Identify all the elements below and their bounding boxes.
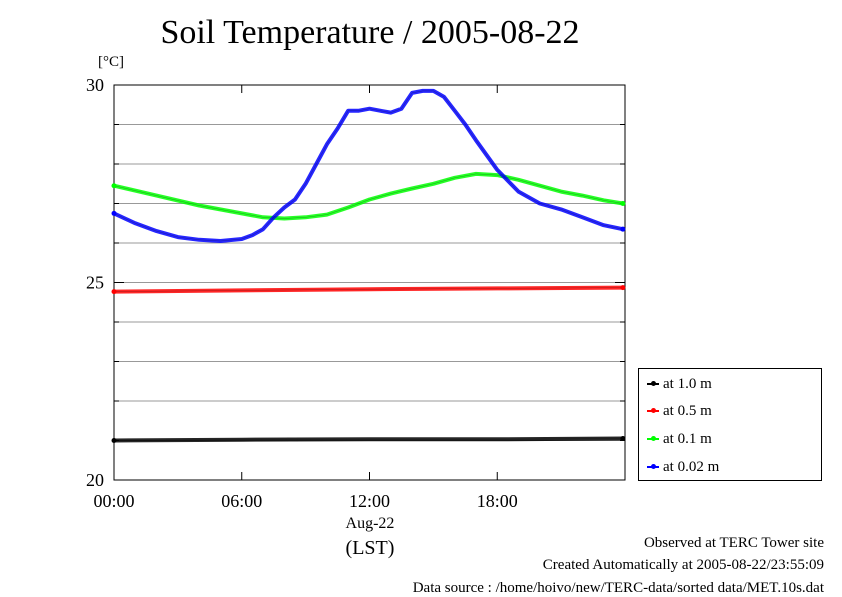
series-line-3 [112, 88, 625, 243]
series-outline-1 [113, 287, 623, 292]
chart-legend: at 1.0 m at 0.5 m at 0.1 m at 0.02 m [638, 368, 822, 481]
footer-source: Data source : /home/hoivo/new/TERC-data/… [412, 580, 824, 596]
legend-item-002m: at 0.02 m [647, 457, 719, 477]
series-outline-2 [113, 173, 623, 219]
legend-swatch-01m [647, 436, 659, 441]
footer-site: Observed at TERC Tower site [643, 535, 824, 551]
chart-title: Soil Temperature / 2005-08-22 [160, 14, 580, 51]
legend-item-05m: at 0.5 m [647, 401, 712, 421]
series-point-0 [111, 438, 117, 443]
legend-swatch-1m [647, 381, 659, 386]
y-tick-label: 20 [86, 470, 104, 490]
series-point-2 [620, 201, 626, 206]
series-point-1 [620, 285, 626, 291]
legend-item-01m: at 0.1 m [647, 429, 712, 449]
x-axis-date-label: Aug-22 [345, 515, 395, 532]
series-point-2 [111, 183, 117, 189]
legend-label-1m: at 1.0 m [663, 375, 712, 392]
series-point-3 [111, 210, 117, 216]
series-outline-3 [113, 90, 623, 242]
x-tick-label: 12:00 [349, 491, 390, 511]
footer-created: Created Automatically at 2005-08-22/23:5… [542, 557, 824, 573]
legend-label-05m: at 0.5 m [663, 402, 712, 419]
y-tick-label: 25 [86, 273, 104, 293]
y-tick-label: 30 [86, 75, 104, 95]
series-line-0 [112, 436, 625, 443]
y-axis-unit: [°C] [98, 54, 124, 70]
x-tick-label: 00:00 [93, 491, 134, 511]
series-point-3 [620, 226, 626, 232]
series-point-0 [620, 436, 626, 442]
legend-swatch-002m [647, 464, 659, 469]
legend-swatch-05m [647, 408, 659, 413]
x-tick-label: 06:00 [221, 491, 262, 511]
series-outline-0 [113, 438, 623, 441]
legend-label-002m: at 0.02 m [663, 458, 720, 475]
legend-label-01m: at 0.1 m [663, 430, 712, 447]
series-point-1 [111, 289, 117, 295]
x-axis-unit-label: (LST) [345, 537, 395, 559]
x-tick-label: 18:00 [477, 491, 518, 511]
series-line-2 [112, 171, 625, 221]
legend-item-1m: at 1.0 m [647, 374, 712, 394]
series-line-1 [112, 285, 625, 294]
